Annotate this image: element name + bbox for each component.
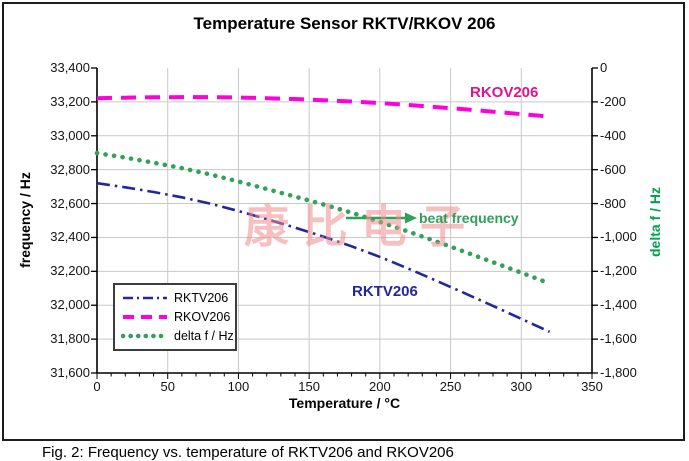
tick-label: 32,200 [50,263,90,279]
annotation-rktv206: RKTV206 [352,283,418,300]
tick-label: 50 [160,379,175,394]
tick-label: -400 [600,127,627,143]
tick-label: 250 [439,379,462,394]
watermark-text: 康 比 电 子 [244,200,465,253]
tick-label: 350 [581,379,603,394]
tick-label: 33,400 [50,60,90,75]
tick-label: -1,400 [600,297,637,313]
tick-label: 32,400 [50,229,90,245]
figure-caption: Fig. 2: Frequency vs. temperature of RKT… [42,444,454,461]
annotation-beat-frequency: beat frequency [419,210,519,226]
legend-line-sample-rkov206 [123,314,167,319]
chart-frame [2,2,685,441]
tick-label: 200 [368,379,391,394]
tick-label: 32,600 [50,195,90,211]
tick-label: -1,600 [600,331,637,347]
tick-label: 100 [227,379,250,394]
legend-label: RKTV206 [174,290,229,305]
tick-label: 31,800 [50,331,90,347]
tick-label: 33,000 [50,127,90,143]
tick-label: 300 [510,379,533,394]
legend-label: delta f / Hz [174,329,234,344]
tick-label: 0 [93,379,101,394]
tick-label: 31,600 [50,365,90,380]
tick-label: -800 [600,195,627,211]
tick-label: -1,200 [600,263,637,279]
x-axis-title: Temperature / °C [288,395,401,411]
legend-line-sample-delta-f [121,334,169,339]
tick-label: -1,800 [600,365,637,380]
chart-title: Temperature Sensor RKTV/RKOV 206 [193,14,496,33]
legend-label: RKOV206 [174,309,231,324]
tick-label: -1,000 [600,229,637,245]
y-axis-title-left: frequency / Hz [17,172,33,268]
legend-item-rkov206: RKOV206 [121,309,231,324]
tick-label: -600 [600,161,627,177]
tick-label: -200 [600,93,627,109]
legend: RKTV206 RKOV206 delta f / Hz [113,283,237,351]
tick-label: 150 [298,379,320,394]
annotation-rkov206: RKOV206 [470,84,539,101]
legend-line-sample-rktv206 [123,296,167,299]
tick-label: 32,800 [50,161,90,177]
tick-label: 0 [600,60,608,75]
y-axis-title-right: delta f / Hz [647,187,663,258]
tick-label: 33,200 [50,93,90,109]
tick-label: 32,000 [50,297,90,313]
legend-item-rktv206: RKTV206 [121,291,229,305]
legend-item-delta-f: delta f / Hz [121,329,234,343]
